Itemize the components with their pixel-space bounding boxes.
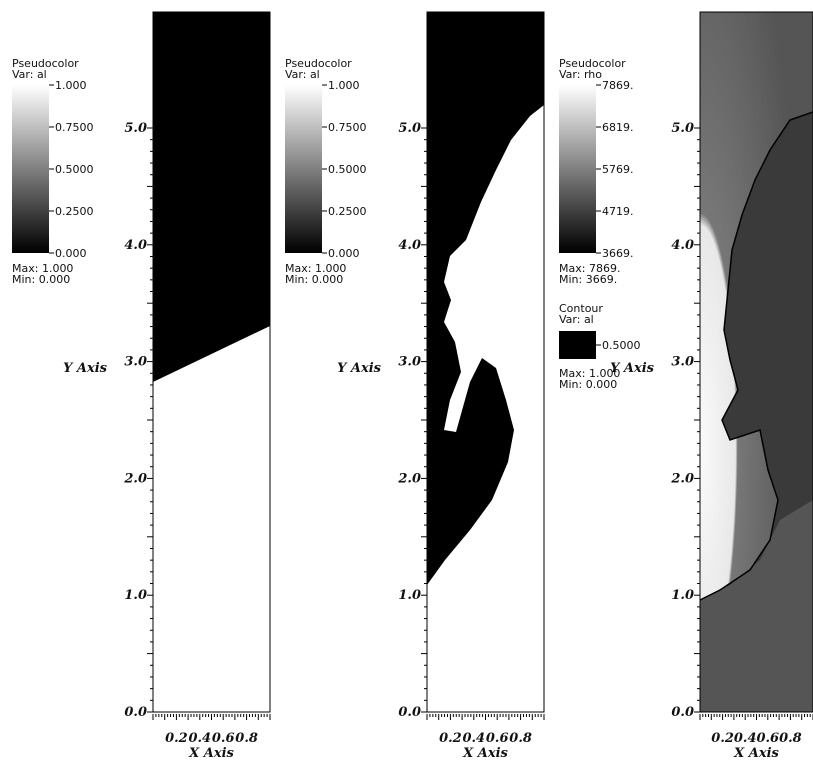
y-tick-label: 4.0 [124, 238, 147, 253]
x-tick-label: 0.4 [734, 731, 757, 746]
colorbar-label: 0.7500 [55, 121, 94, 134]
y-tick-label: 1.0 [124, 588, 147, 603]
x-tick-label: 0.4 [462, 731, 485, 746]
y-tick-label: 1.0 [398, 588, 421, 603]
colorbar-label: 6819. [602, 121, 634, 134]
colorbar-label: 1.000 [328, 79, 360, 92]
y-tick-label: 5.0 [398, 121, 421, 136]
x-tick-label: 0.2 [165, 731, 188, 746]
colorbar [559, 85, 596, 253]
y-tick-label: 1.0 [671, 588, 694, 603]
legend-min: Min: 0.000 [285, 273, 343, 286]
colorbar-label: 0.000 [328, 247, 360, 260]
y-tick-label: 3.0 [671, 355, 694, 370]
x-tick-label: 0.6 [756, 731, 779, 746]
field-region [700, 500, 813, 712]
y-tick-label: 3.0 [398, 355, 421, 370]
y-tick-label: 3.0 [124, 355, 147, 370]
legend-max: Max: 7869. [559, 262, 620, 275]
colorbar-label: 7869. [602, 79, 634, 92]
y-axis-title: Y Axis [610, 361, 655, 376]
x-tick-label: 0.6 [486, 731, 509, 746]
field-region [153, 12, 270, 382]
legend-var: Var: al [285, 68, 320, 81]
y-tick-label: 4.0 [671, 238, 694, 253]
colorbar-label: 0.5000 [328, 163, 367, 176]
contour-swatch [559, 331, 596, 359]
x-tick-label: 0.8 [779, 731, 802, 746]
contour-level: 0.5000 [602, 339, 641, 352]
contour-max: Max: 1.000 [559, 367, 620, 380]
y-axis-title: Y Axis [337, 361, 382, 376]
legend-max: Max: 1.000 [12, 262, 73, 275]
colorbar-label: 0.7500 [328, 121, 367, 134]
contour-title: Contour [559, 302, 603, 315]
y-tick-label: 5.0 [124, 121, 147, 136]
legend-var: Var: al [12, 68, 47, 81]
x-tick-label: 0.4 [188, 731, 211, 746]
x-tick-label: 0.2 [439, 731, 462, 746]
colorbar-label: 3669. [602, 247, 634, 260]
contour-line [699, 111, 813, 601]
legend-min: Min: 3669. [559, 273, 617, 286]
y-tick-label: 2.0 [670, 471, 694, 486]
x-tick-label: 0.8 [509, 731, 532, 746]
colorbar-label: 1.000 [55, 79, 87, 92]
colorbar-label: 0.5000 [55, 163, 94, 176]
contour-min: Min: 0.000 [559, 378, 617, 391]
colorbar [12, 85, 49, 253]
colorbar-label: 0.000 [55, 247, 87, 260]
colorbar-label: 0.2500 [328, 205, 367, 218]
field-region [427, 105, 544, 712]
x-tick-label: 0.6 [212, 731, 235, 746]
y-tick-label: 5.0 [671, 121, 694, 136]
legend-title: Pseudocolor [559, 57, 626, 70]
x-axis-title: X Axis [733, 746, 779, 761]
legend-max: Max: 1.000 [285, 262, 346, 275]
y-tick-label: 4.0 [398, 238, 421, 253]
contour-var: Var: al [559, 313, 594, 326]
colorbar-label: 0.2500 [55, 205, 94, 218]
y-tick-label: 0.0 [398, 705, 421, 720]
y-axis-title: Y Axis [63, 361, 108, 376]
colorbar-label: 5769. [602, 163, 634, 176]
legend-title: Pseudocolor [285, 57, 352, 70]
x-tick-label: 0.2 [711, 731, 734, 746]
legend-title: Pseudocolor [12, 57, 79, 70]
x-axis-title: X Axis [462, 746, 508, 761]
legend-var: Var: rho [559, 68, 602, 81]
y-tick-label: 2.0 [397, 471, 421, 486]
y-tick-label: 2.0 [123, 471, 147, 486]
y-tick-label: 0.0 [671, 705, 694, 720]
x-tick-label: 0.8 [235, 731, 258, 746]
legend-min: Min: 0.000 [12, 273, 70, 286]
colorbar-label: 4719. [602, 205, 634, 218]
y-tick-label: 0.0 [124, 705, 147, 720]
colorbar [285, 85, 322, 253]
x-axis-title: X Axis [188, 746, 234, 761]
